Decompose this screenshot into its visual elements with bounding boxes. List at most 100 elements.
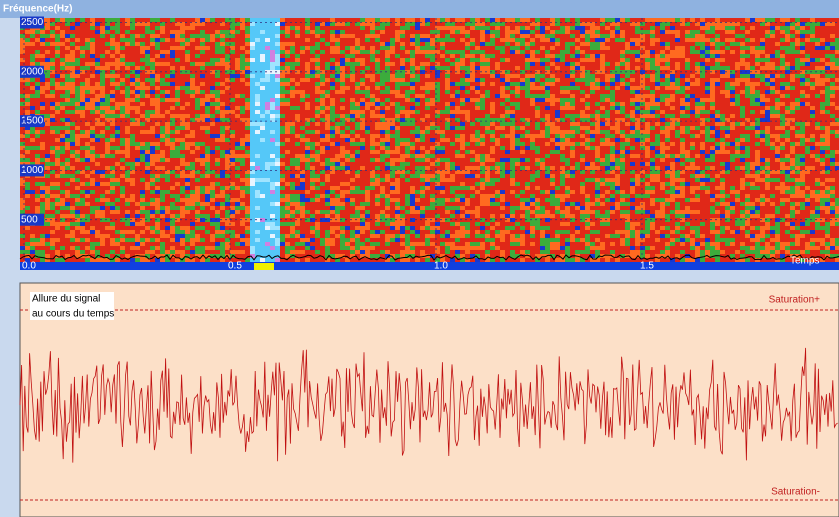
spectrogram-cell (640, 62, 645, 66)
spectrogram-cell (565, 22, 570, 26)
spectrogram-cell (270, 22, 275, 26)
spectrogram-cell (775, 66, 780, 70)
spectrogram-cell (430, 130, 435, 134)
spectrogram-cell (495, 86, 500, 90)
spectrogram-cell (135, 50, 140, 54)
spectrogram-cell (665, 62, 670, 66)
spectrogram-cell (200, 82, 205, 86)
spectrogram-cell (565, 66, 570, 70)
spectrogram-cell (90, 30, 95, 34)
spectrogram-cell (565, 18, 570, 22)
spectrogram-cell (775, 98, 780, 102)
spectrogram-cell (560, 18, 565, 22)
spectrogram-cell (770, 106, 775, 110)
spectrogram-cell (265, 90, 270, 94)
spectrogram-cell (385, 58, 390, 62)
spectrogram-cell (215, 98, 220, 102)
spectrogram-cell (760, 78, 765, 82)
spectrogram-cell (620, 90, 625, 94)
spectrogram-cell (625, 38, 630, 42)
spectrogram-cell (70, 110, 75, 114)
spectrogram-cell (370, 30, 375, 34)
spectrogram-cell (505, 126, 510, 130)
spectrogram-cell (425, 66, 430, 70)
spectrogram-cell (740, 70, 745, 74)
spectrogram-cell (285, 26, 290, 30)
spectrogram-cell (580, 118, 585, 122)
spectrogram-cell (495, 82, 500, 86)
spectrogram-cell (395, 58, 400, 62)
spectrogram-cell (135, 102, 140, 106)
spectrogram-cell (495, 102, 500, 106)
spectrogram-cell (110, 38, 115, 42)
spectrogram-cell (285, 50, 290, 54)
spectrogram-cell (825, 54, 830, 58)
spectrogram-cell (25, 46, 30, 50)
spectrogram-cell (225, 54, 230, 58)
spectrogram-cell (410, 46, 415, 50)
spectrogram-cell (235, 102, 240, 106)
spectrogram-cell (785, 90, 790, 94)
spectrogram-cell (360, 46, 365, 50)
spectrogram-cell (315, 38, 320, 42)
spectrogram-cell (340, 138, 345, 142)
spectrogram-cell (665, 38, 670, 42)
spectrogram-cell (660, 114, 665, 118)
spectrogram-cell (690, 34, 695, 38)
spectrogram-cell (600, 118, 605, 122)
spectrogram-cell (385, 74, 390, 78)
spectrogram-cell (425, 18, 430, 22)
spectrogram-cell (125, 62, 130, 66)
spectrogram-cell (805, 46, 810, 50)
spectrogram-cell (335, 22, 340, 26)
spectrogram-cell (380, 30, 385, 34)
spectrogram-cell (235, 130, 240, 134)
spectrogram-cell (175, 118, 180, 122)
spectrogram-cell (650, 126, 655, 130)
spectrogram-cell (140, 26, 145, 30)
spectrogram-cell (350, 18, 355, 22)
spectrogram-cell (595, 78, 600, 82)
spectrogram-cell (830, 58, 835, 62)
spectrogram-cell (640, 86, 645, 90)
spectrogram-cell (350, 134, 355, 138)
spectrogram-cell (720, 66, 725, 70)
spectrogram-cell (590, 110, 595, 114)
spectrogram-cell (410, 50, 415, 54)
spectrogram-cell (720, 78, 725, 82)
spectrogram-cell (555, 74, 560, 78)
spectrogram-cell (255, 34, 260, 38)
spectrogram-cell (575, 86, 580, 90)
spectrogram-cell (600, 42, 605, 46)
spectrogram-cell (730, 86, 735, 90)
spectrogram-cell (450, 94, 455, 98)
spectrogram-cell (565, 34, 570, 38)
spectrogram-cell (150, 50, 155, 54)
spectrogram-cell (225, 70, 230, 74)
spectrogram-cell (165, 46, 170, 50)
spectrogram-cell (585, 82, 590, 86)
spectrogram-cell (525, 102, 530, 106)
spectrogram-cell (425, 78, 430, 82)
spectrogram-cell (635, 94, 640, 98)
spectrogram-cell (570, 74, 575, 78)
spectrogram-cell (355, 98, 360, 102)
spectrogram-cell (90, 126, 95, 130)
spectrogram-cell (460, 94, 465, 98)
spectrogram-cell (585, 26, 590, 30)
spectrogram-cell (115, 46, 120, 50)
spectrogram-cell (45, 126, 50, 130)
spectrogram-cell (245, 50, 250, 54)
spectrogram-cell (40, 126, 45, 130)
spectrogram-cell (805, 38, 810, 42)
spectrogram-cell (35, 62, 40, 66)
spectrogram-cell (765, 134, 770, 138)
spectrogram-cell (365, 130, 370, 134)
spectrogram-cell (530, 130, 535, 134)
spectrogram-cell (265, 38, 270, 42)
spectrogram-cell (735, 130, 740, 134)
spectrogram-cell (105, 98, 110, 102)
spectrogram-cell (505, 42, 510, 46)
spectrogram-cell (250, 22, 255, 26)
spectrogram-cell (415, 74, 420, 78)
